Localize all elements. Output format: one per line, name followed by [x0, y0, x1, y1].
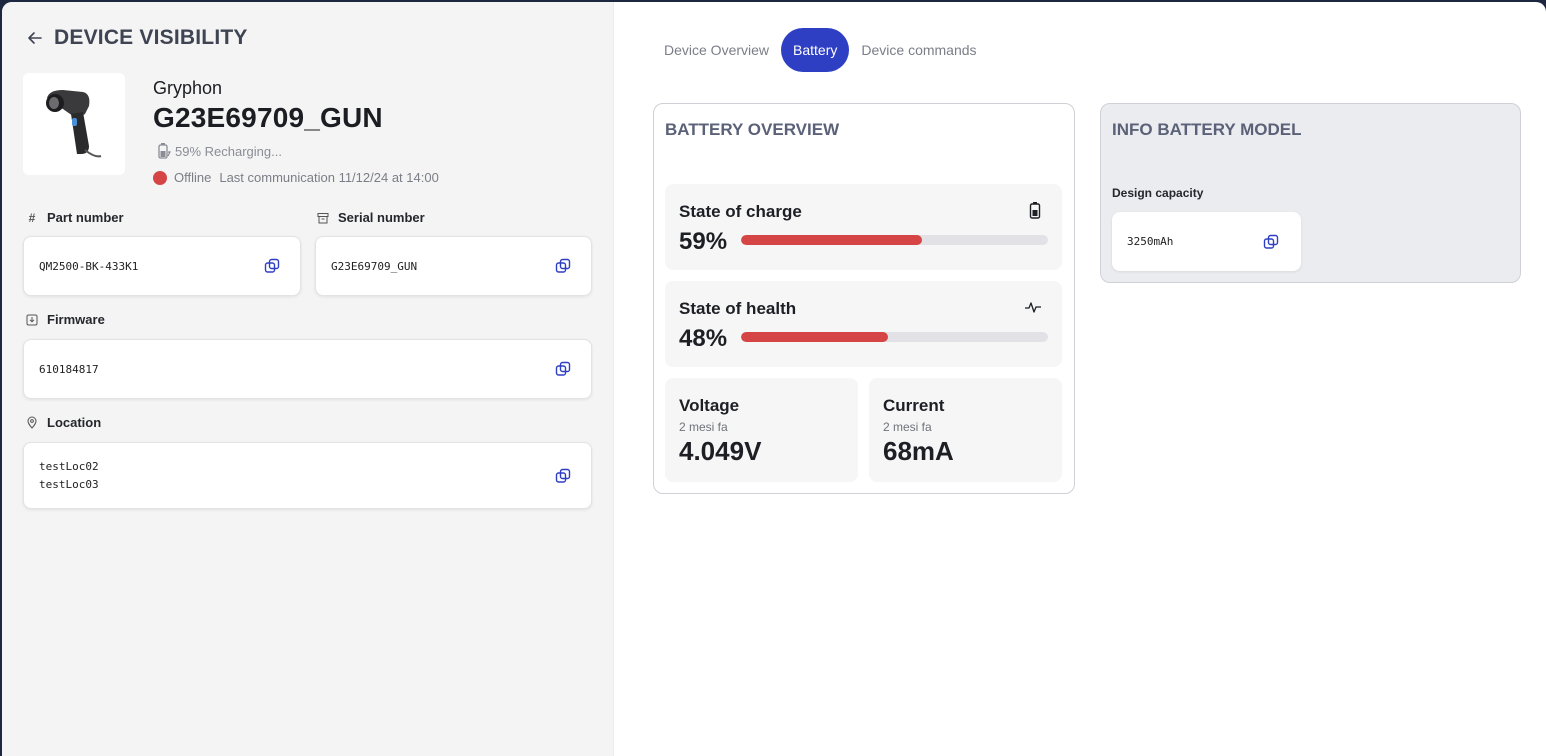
copy-firmware-icon[interactable] — [555, 361, 571, 377]
current-value: 68mA — [883, 436, 954, 466]
state-of-charge-label: State of charge — [679, 202, 802, 221]
offline-indicator-icon — [153, 170, 167, 185]
state-of-health-label: State of health — [679, 299, 797, 318]
state-of-health-bar-fill — [741, 332, 889, 342]
voltage-time: 2 mesi fa — [679, 420, 728, 434]
device-details-panel: DEVICE VISIBILITY Gryphon G23E69709_GUN … — [2, 2, 614, 756]
connection-status: Offline Last communication 11/12/24 at 1… — [153, 170, 439, 185]
last-communication: Last communication 11/12/24 at 14:00 — [219, 170, 439, 185]
hash-icon: # — [28, 210, 36, 225]
current-time: 2 mesi fa — [883, 420, 932, 434]
state-of-charge-value: 59% — [679, 228, 728, 255]
archive-icon — [316, 211, 330, 225]
part-number-field: QM2500-BK-433K1 — [23, 236, 301, 296]
current-card: Current 2 mesi fa 68mA — [869, 378, 1062, 482]
location-label: Location — [47, 415, 102, 430]
state-of-charge-bar-fill — [741, 235, 923, 245]
tab-device-commands[interactable]: Device commands — [861, 42, 977, 58]
firmware-value: 610184817 — [39, 362, 99, 376]
design-capacity-value: 3250mAh — [1127, 235, 1174, 248]
battery-icon — [1029, 202, 1041, 219]
tab-battery[interactable]: Battery — [781, 28, 850, 72]
download-box-icon — [25, 313, 39, 327]
pulse-icon — [1025, 302, 1041, 313]
battery-overview-card: BATTERY OVERVIEW State of charge 59% Sta… — [653, 103, 1075, 494]
page-title: DEVICE VISIBILITY — [54, 26, 248, 49]
serial-number-label-row: Serial number — [316, 210, 425, 225]
voltage-label: Voltage — [679, 396, 740, 415]
voltage-value: 4.049V — [679, 436, 762, 466]
connection-status-text: Offline — [174, 170, 212, 185]
state-of-health-bar — [741, 332, 1048, 342]
location-value-2: testLoc03 — [39, 477, 99, 491]
copy-location-icon[interactable] — [555, 468, 571, 484]
battery-status-text: 59% Recharging... — [175, 143, 282, 159]
serial-number-value: G23E69709_GUN — [331, 259, 418, 273]
tab-bar: Device Overview Battery Device commands — [652, 28, 989, 72]
location-pin-icon — [25, 416, 39, 430]
location-value-1: testLoc02 — [39, 459, 99, 473]
voltage-card: Voltage 2 mesi fa 4.049V — [665, 378, 858, 482]
location-field: testLoc02 testLoc03 — [23, 442, 592, 509]
back-button[interactable] — [24, 27, 46, 49]
state-of-charge-bar — [741, 235, 1048, 245]
battery-model-card: INFO BATTERY MODEL Design capacity 3250m… — [1100, 103, 1521, 283]
firmware-field: 610184817 — [23, 339, 592, 399]
device-image — [23, 73, 125, 175]
device-brand: Gryphon — [153, 78, 223, 98]
copy-design-capacity-icon[interactable] — [1263, 234, 1279, 250]
barcode-scanner-icon — [46, 90, 102, 158]
battery-charging-icon — [158, 143, 171, 159]
copy-serial-number-icon[interactable] — [555, 258, 571, 274]
state-of-health-card: State of health 48% — [665, 281, 1062, 367]
design-capacity-label: Design capacity — [1112, 186, 1204, 200]
device-name: G23E69709_GUN — [153, 102, 383, 133]
copy-part-number-icon[interactable] — [264, 258, 280, 274]
battery-model-title: INFO BATTERY MODEL — [1112, 120, 1302, 139]
state-of-charge-card: State of charge 59% — [665, 184, 1062, 270]
part-number-label-row: # Part number — [25, 210, 124, 225]
firmware-label-row: Firmware — [25, 312, 105, 327]
serial-number-label: Serial number — [338, 210, 425, 225]
current-label: Current — [883, 396, 945, 415]
serial-number-field: G23E69709_GUN — [315, 236, 592, 296]
page-header: DEVICE VISIBILITY — [24, 26, 248, 50]
battery-overview-title: BATTERY OVERVIEW — [665, 120, 840, 139]
firmware-label: Firmware — [47, 312, 105, 327]
design-capacity-field: 3250mAh — [1112, 212, 1301, 271]
part-number-value: QM2500-BK-433K1 — [39, 259, 139, 273]
battery-status: 59% Recharging... — [157, 142, 282, 160]
location-label-row: Location — [25, 415, 101, 430]
arrow-left-icon — [28, 32, 42, 44]
state-of-health-value: 48% — [679, 325, 728, 352]
tab-device-overview[interactable]: Device Overview — [664, 42, 770, 58]
part-number-label: Part number — [47, 210, 124, 225]
